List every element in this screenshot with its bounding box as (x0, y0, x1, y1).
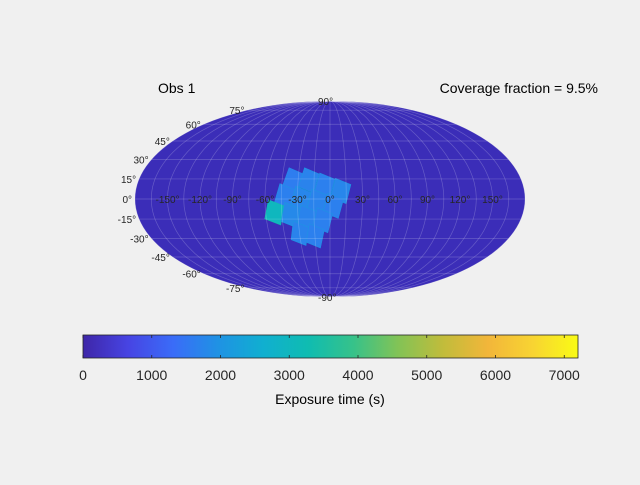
lat-tick-label: -45° (151, 253, 169, 264)
coverage-tile-8 (264, 199, 285, 226)
lon-tick-label: -30° (288, 195, 306, 206)
meridian-line (280, 101, 331, 297)
meridian-line (313, 101, 331, 297)
lon-tick-label: -150° (155, 195, 179, 206)
lat-tick-label: 75° (229, 106, 244, 117)
coverage-fraction-title: Coverage fraction = 9.5% (439, 80, 598, 96)
meridian-line (183, 101, 331, 297)
coverage-patch (264, 167, 352, 249)
graticule (135, 101, 525, 297)
lon-tick-label: -90° (223, 195, 241, 206)
meridian-line (199, 101, 331, 297)
lat-tick-label: 90° (318, 97, 333, 108)
coverage-tile-12 (290, 220, 310, 246)
colorbar-tick-label: 2000 (205, 367, 236, 383)
colorbar (82, 334, 579, 359)
meridian-line (215, 101, 331, 297)
meridian-line (248, 101, 331, 297)
meridian-line (232, 101, 331, 297)
coverage-tile-11 (312, 207, 333, 234)
meridian-line (329, 101, 493, 297)
meridian-line (329, 101, 363, 297)
lon-tick-label: 120° (450, 195, 471, 206)
lon-tick-label: 30° (355, 195, 370, 206)
meridian-line (167, 101, 331, 297)
lon-tick-label: -60° (256, 195, 274, 206)
meridian-line (329, 101, 380, 297)
meridian-line (329, 101, 461, 297)
colorbar-tick-label: 7000 (549, 367, 580, 383)
lat-tick-label: 30° (133, 155, 148, 166)
lat-tick-label: -90° (318, 293, 336, 304)
meridian-line (329, 101, 347, 297)
coverage-tile-13 (305, 223, 325, 249)
lon-tick-label: 90° (420, 195, 435, 206)
meridian-line (329, 101, 510, 297)
colorbar-tick-label: 3000 (274, 367, 305, 383)
lat-tick-label: 45° (155, 137, 170, 148)
lon-tick-label: 0° (325, 195, 335, 206)
lat-tick-label: -75° (226, 284, 244, 295)
lat-tick-label: -15° (118, 215, 136, 226)
meridian-line (329, 101, 445, 297)
meridian-line (150, 101, 331, 297)
meridian-line (329, 101, 525, 297)
meridian-line (329, 101, 428, 297)
meridian-line (329, 101, 477, 297)
lat-tick-label: -60° (182, 270, 200, 281)
meridian-line (135, 101, 331, 297)
lat-tick-label: -30° (130, 235, 148, 246)
lat-tick-label: 0° (122, 195, 132, 206)
observation-title: Obs 1 (158, 80, 196, 96)
colorbar-tick-label: 5000 (411, 367, 442, 383)
colorbar-tick-label: 1000 (136, 367, 167, 383)
lon-tick-label: -120° (188, 195, 212, 206)
lon-tick-label: 60° (387, 195, 402, 206)
lat-tick-label: 15° (121, 175, 136, 186)
colorbar-label: Exposure time (s) (275, 391, 385, 407)
meridian-line (297, 101, 331, 297)
colorbar-tick-label: 4000 (342, 367, 373, 383)
colorbar-tick-label: 0 (79, 367, 87, 383)
meridian-line (264, 101, 331, 297)
colorbar-tick-label: 6000 (480, 367, 511, 383)
meridian-line (329, 101, 412, 297)
lon-tick-label: 150° (482, 195, 503, 206)
meridian-line (329, 101, 396, 297)
lat-tick-label: 60° (186, 120, 201, 131)
